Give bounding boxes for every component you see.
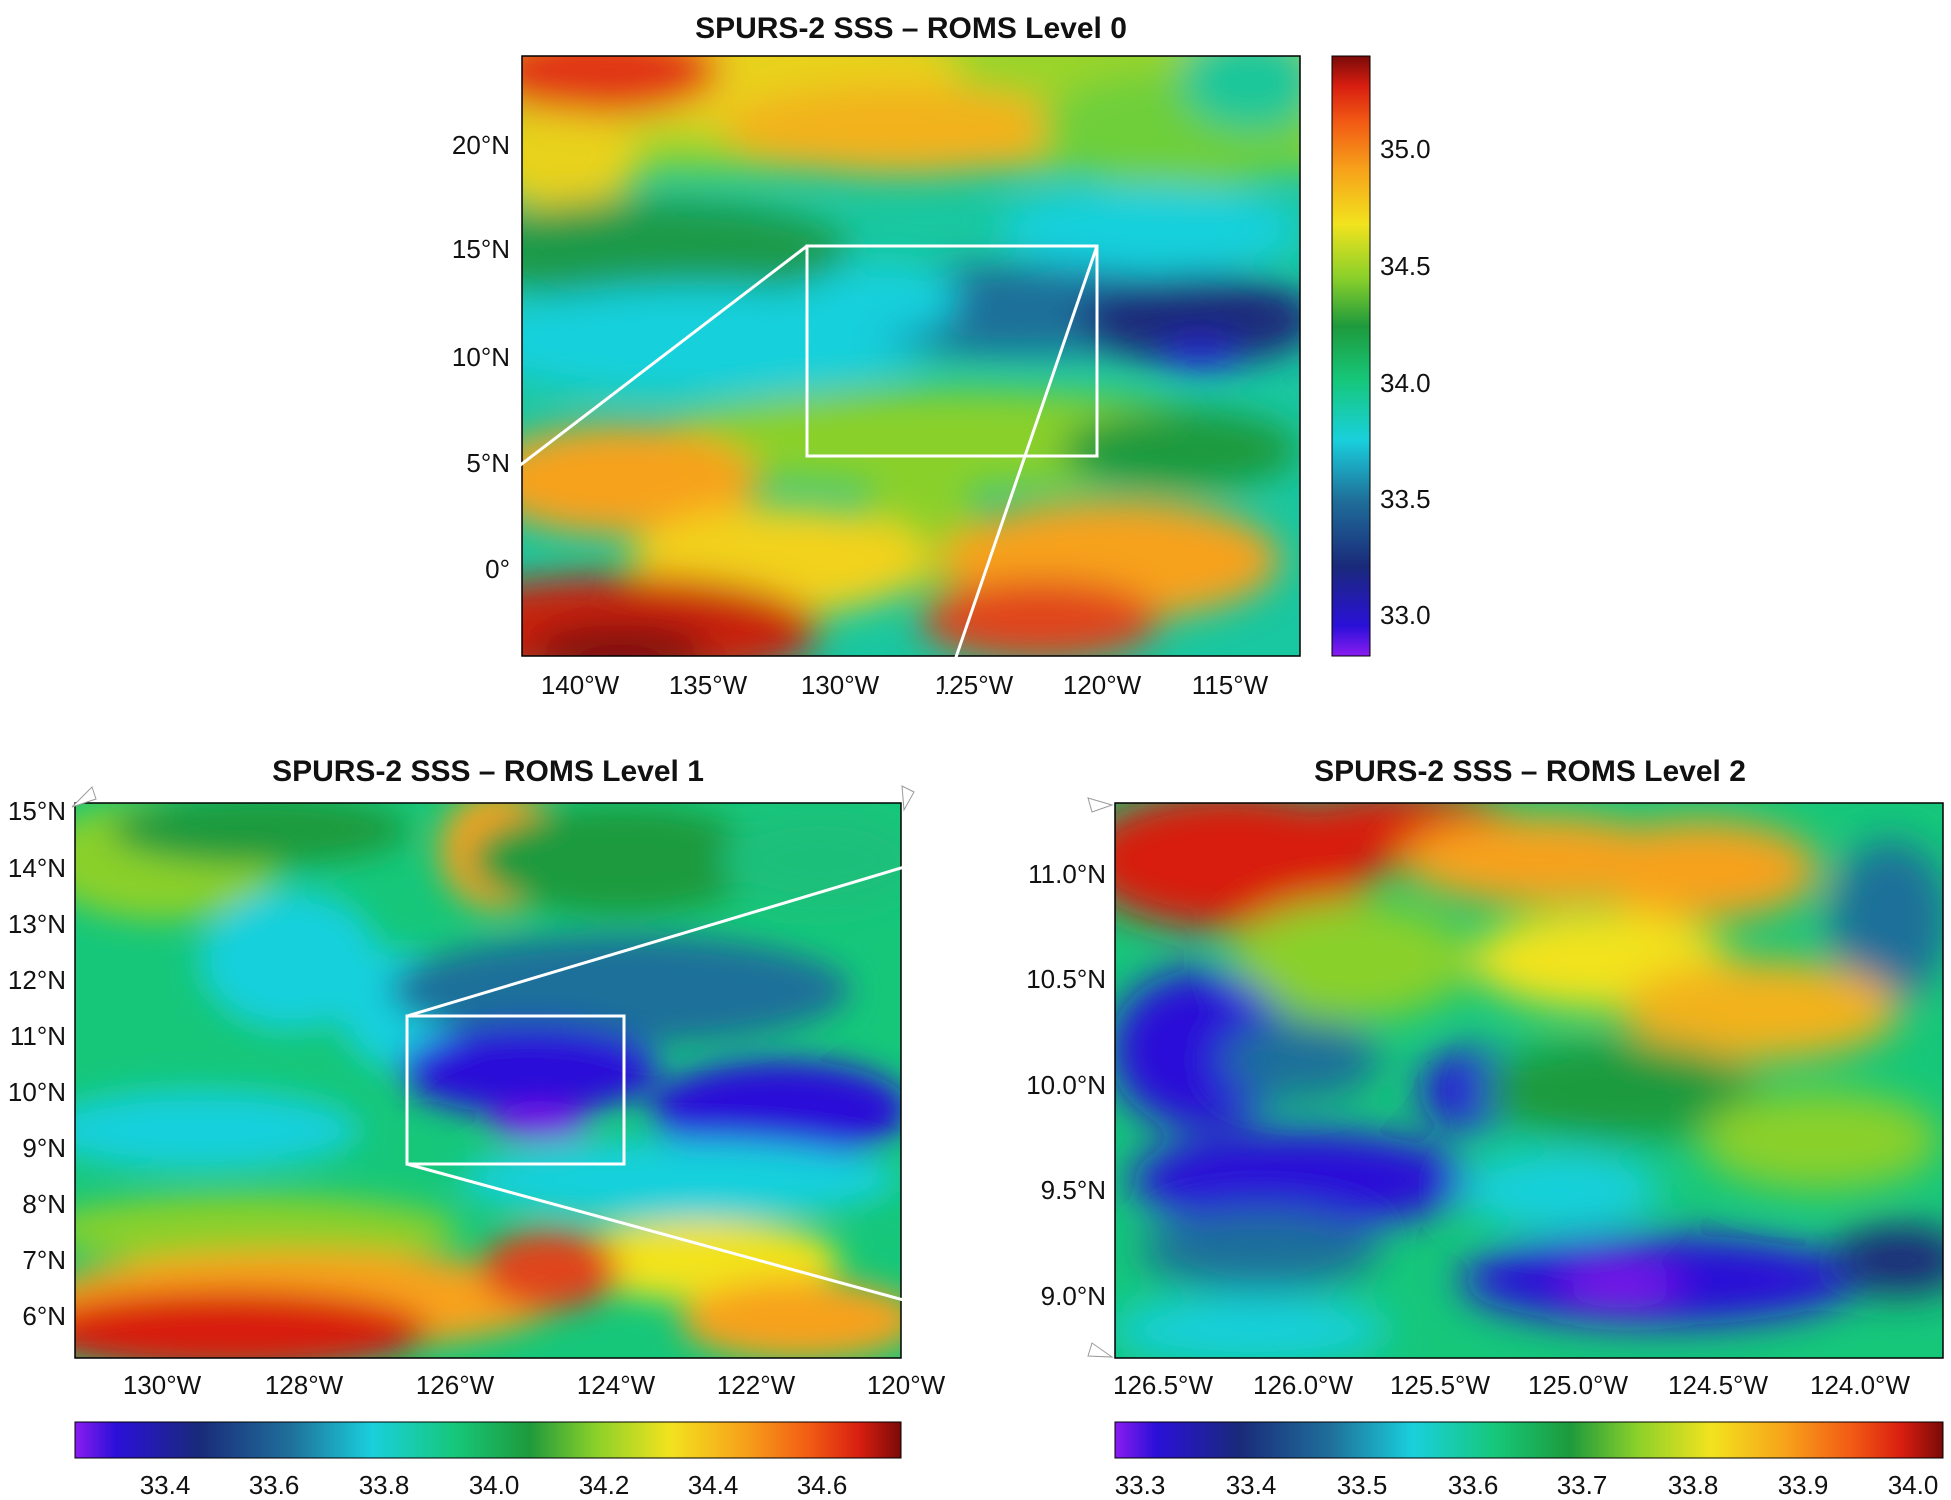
level0-map <box>522 56 1300 656</box>
connector-line <box>904 245 1099 804</box>
level2-lon-tick: 125.0°W <box>1528 1370 1628 1400</box>
level0-colorbar-label: 33.5 <box>1380 484 1431 514</box>
level1-lat-tick: 10°N <box>8 1077 66 1107</box>
connector-line <box>406 804 1109 1018</box>
level2-lon-tick: 124.0°W <box>1810 1370 1910 1400</box>
level2-colorbar-label: 33.5 <box>1337 1470 1388 1500</box>
level2-colorbar-label: 33.9 <box>1778 1470 1829 1500</box>
level0-colorbar-label: 33.0 <box>1380 600 1431 630</box>
level1-lat-tick: 13°N <box>8 909 66 939</box>
level2-axes-frame <box>1114 802 1944 1359</box>
level2-lon-tick: 126.0°W <box>1253 1370 1353 1400</box>
level1-lon-tick: 130°W <box>123 1370 202 1400</box>
level2-lon-tick: 124.5°W <box>1668 1370 1768 1400</box>
level1-colorbar-label: 33.8 <box>359 1470 410 1500</box>
level1-title: SPURS-2 SSS – ROMS Level 1 <box>272 755 704 788</box>
level0-colorbar <box>1331 55 1371 657</box>
level0-colorbar-label: 34.5 <box>1380 251 1431 281</box>
level0-lat-tick: 20°N <box>452 130 510 160</box>
level2-lon-ticks: 126.5°W 126.0°W 125.5°W 125.0°W 124.5°W … <box>1113 1370 1910 1400</box>
level1-lat-tick: 12°N <box>8 965 66 995</box>
level2-colorbar-label: 34.0 <box>1888 1470 1939 1500</box>
level0-lon-ticks: 140°W 135°W 130°W 125°W 120°W 115°W <box>541 670 1269 700</box>
connector-line <box>77 244 808 805</box>
level1-colorbar <box>74 1421 902 1459</box>
level0-lon-tick: 115°W <box>1192 670 1269 700</box>
level2-lat-tick: 9.5°N <box>1041 1175 1106 1205</box>
level2-lat-tick: 11.0°N <box>1028 859 1106 889</box>
level1-lat-tick: 15°N <box>8 796 66 826</box>
zoom-connectors <box>77 244 1109 1358</box>
connector-arrowheads <box>71 785 1114 1358</box>
level1-lon-tick: 120°W <box>867 1370 946 1400</box>
level1-colorbar-label: 34.4 <box>688 1470 739 1500</box>
level0-colorbar-labels: 35.0 34.5 34.0 33.5 33.0 <box>1380 134 1431 630</box>
arrowhead-icon <box>71 786 97 808</box>
level2-lat-tick: 9.0°N <box>1041 1281 1106 1311</box>
level0-colorbar-label: 35.0 <box>1380 134 1431 164</box>
level2-colorbar-label: 33.4 <box>1226 1470 1277 1500</box>
level0-lon-tick: 135°W <box>669 670 748 700</box>
level0-lat-tick: 10°N <box>452 342 510 372</box>
level2-colorbar-label: 33.6 <box>1448 1470 1499 1500</box>
level0-zoom-box <box>805 244 1099 458</box>
level1-colorbar-label: 34.0 <box>469 1470 520 1500</box>
arrowhead-icon <box>901 785 915 812</box>
level0-title: SPURS-2 SSS – ROMS Level 0 <box>695 12 1127 45</box>
arrowhead-icon <box>1087 797 1114 813</box>
level1-axes-frame <box>74 802 902 1359</box>
level1-lat-tick: 6°N <box>22 1301 66 1331</box>
level2-colorbar-label: 33.7 <box>1557 1470 1608 1500</box>
level0-lat-ticks: 20°N 15°N 10°N 5°N 0° <box>452 130 510 584</box>
level0-lat-tick: 15°N <box>452 234 510 264</box>
level1-colorbar-labels: 33.4 33.6 33.8 34.0 34.2 34.4 34.6 <box>140 1470 848 1500</box>
level1-lat-tick: 8°N <box>22 1189 66 1219</box>
level1-lon-ticks: 130°W 128°W 126°W 124°W 122°W 120°W <box>123 1370 946 1400</box>
level1-lat-tick: 11°N <box>10 1021 66 1051</box>
level2-lat-tick: 10.5°N <box>1026 964 1106 994</box>
level1-colorbar-label: 34.6 <box>797 1470 848 1500</box>
level2-colorbar-label: 33.8 <box>1668 1470 1719 1500</box>
level2-lon-tick: 126.5°W <box>1113 1370 1213 1400</box>
level1-lon-tick: 128°W <box>265 1370 344 1400</box>
level0-colorbar-label: 34.0 <box>1380 368 1431 398</box>
level2-colorbar <box>1114 1421 1944 1459</box>
level1-lat-ticks: 15°N 14°N 13°N 12°N 11°N 10°N 9°N 8°N 7°… <box>8 796 66 1331</box>
level1-lat-tick: 14°N <box>8 853 66 883</box>
level0-lat-tick: 0° <box>485 554 510 584</box>
level0-lat-tick: 5°N <box>466 448 510 478</box>
level1-lat-tick: 9°N <box>22 1133 66 1163</box>
connector-line <box>406 1162 1109 1358</box>
level0-lon-tick: 120°W <box>1063 670 1142 700</box>
level1-lat-tick: 7°N <box>22 1245 66 1275</box>
level2-lon-tick: 125.5°W <box>1390 1370 1490 1400</box>
level1-lon-tick: 124°W <box>577 1370 656 1400</box>
level1-colorbar-label: 33.6 <box>249 1470 300 1500</box>
level2-colorbar-labels: 33.3 33.4 33.5 33.6 33.7 33.8 33.9 34.0 <box>1115 1470 1939 1500</box>
level1-zoom-box <box>405 1014 626 1166</box>
level1-map <box>75 803 901 1358</box>
level0-lon-tick: 140°W <box>541 670 620 700</box>
level1-lon-tick: 122°W <box>717 1370 796 1400</box>
level2-colorbar-label: 33.3 <box>1115 1470 1166 1500</box>
arrowhead-icon <box>1087 1342 1114 1358</box>
level2-lat-ticks: 11.0°N 10.5°N 10.0°N 9.5°N 9.0°N <box>1026 859 1106 1311</box>
level2-map <box>1115 803 1943 1358</box>
level1-lon-tick: 126°W <box>416 1370 495 1400</box>
level2-lat-tick: 10.0°N <box>1026 1070 1106 1100</box>
level0-lon-tick: 130°W <box>801 670 880 700</box>
level1-colorbar-label: 34.2 <box>579 1470 630 1500</box>
level2-title: SPURS-2 SSS – ROMS Level 2 <box>1314 755 1746 788</box>
level0-axes-frame <box>521 55 1301 657</box>
level1-colorbar-label: 33.4 <box>140 1470 191 1500</box>
